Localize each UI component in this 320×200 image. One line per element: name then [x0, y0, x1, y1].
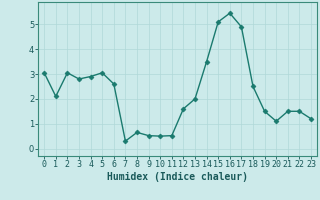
- X-axis label: Humidex (Indice chaleur): Humidex (Indice chaleur): [107, 172, 248, 182]
